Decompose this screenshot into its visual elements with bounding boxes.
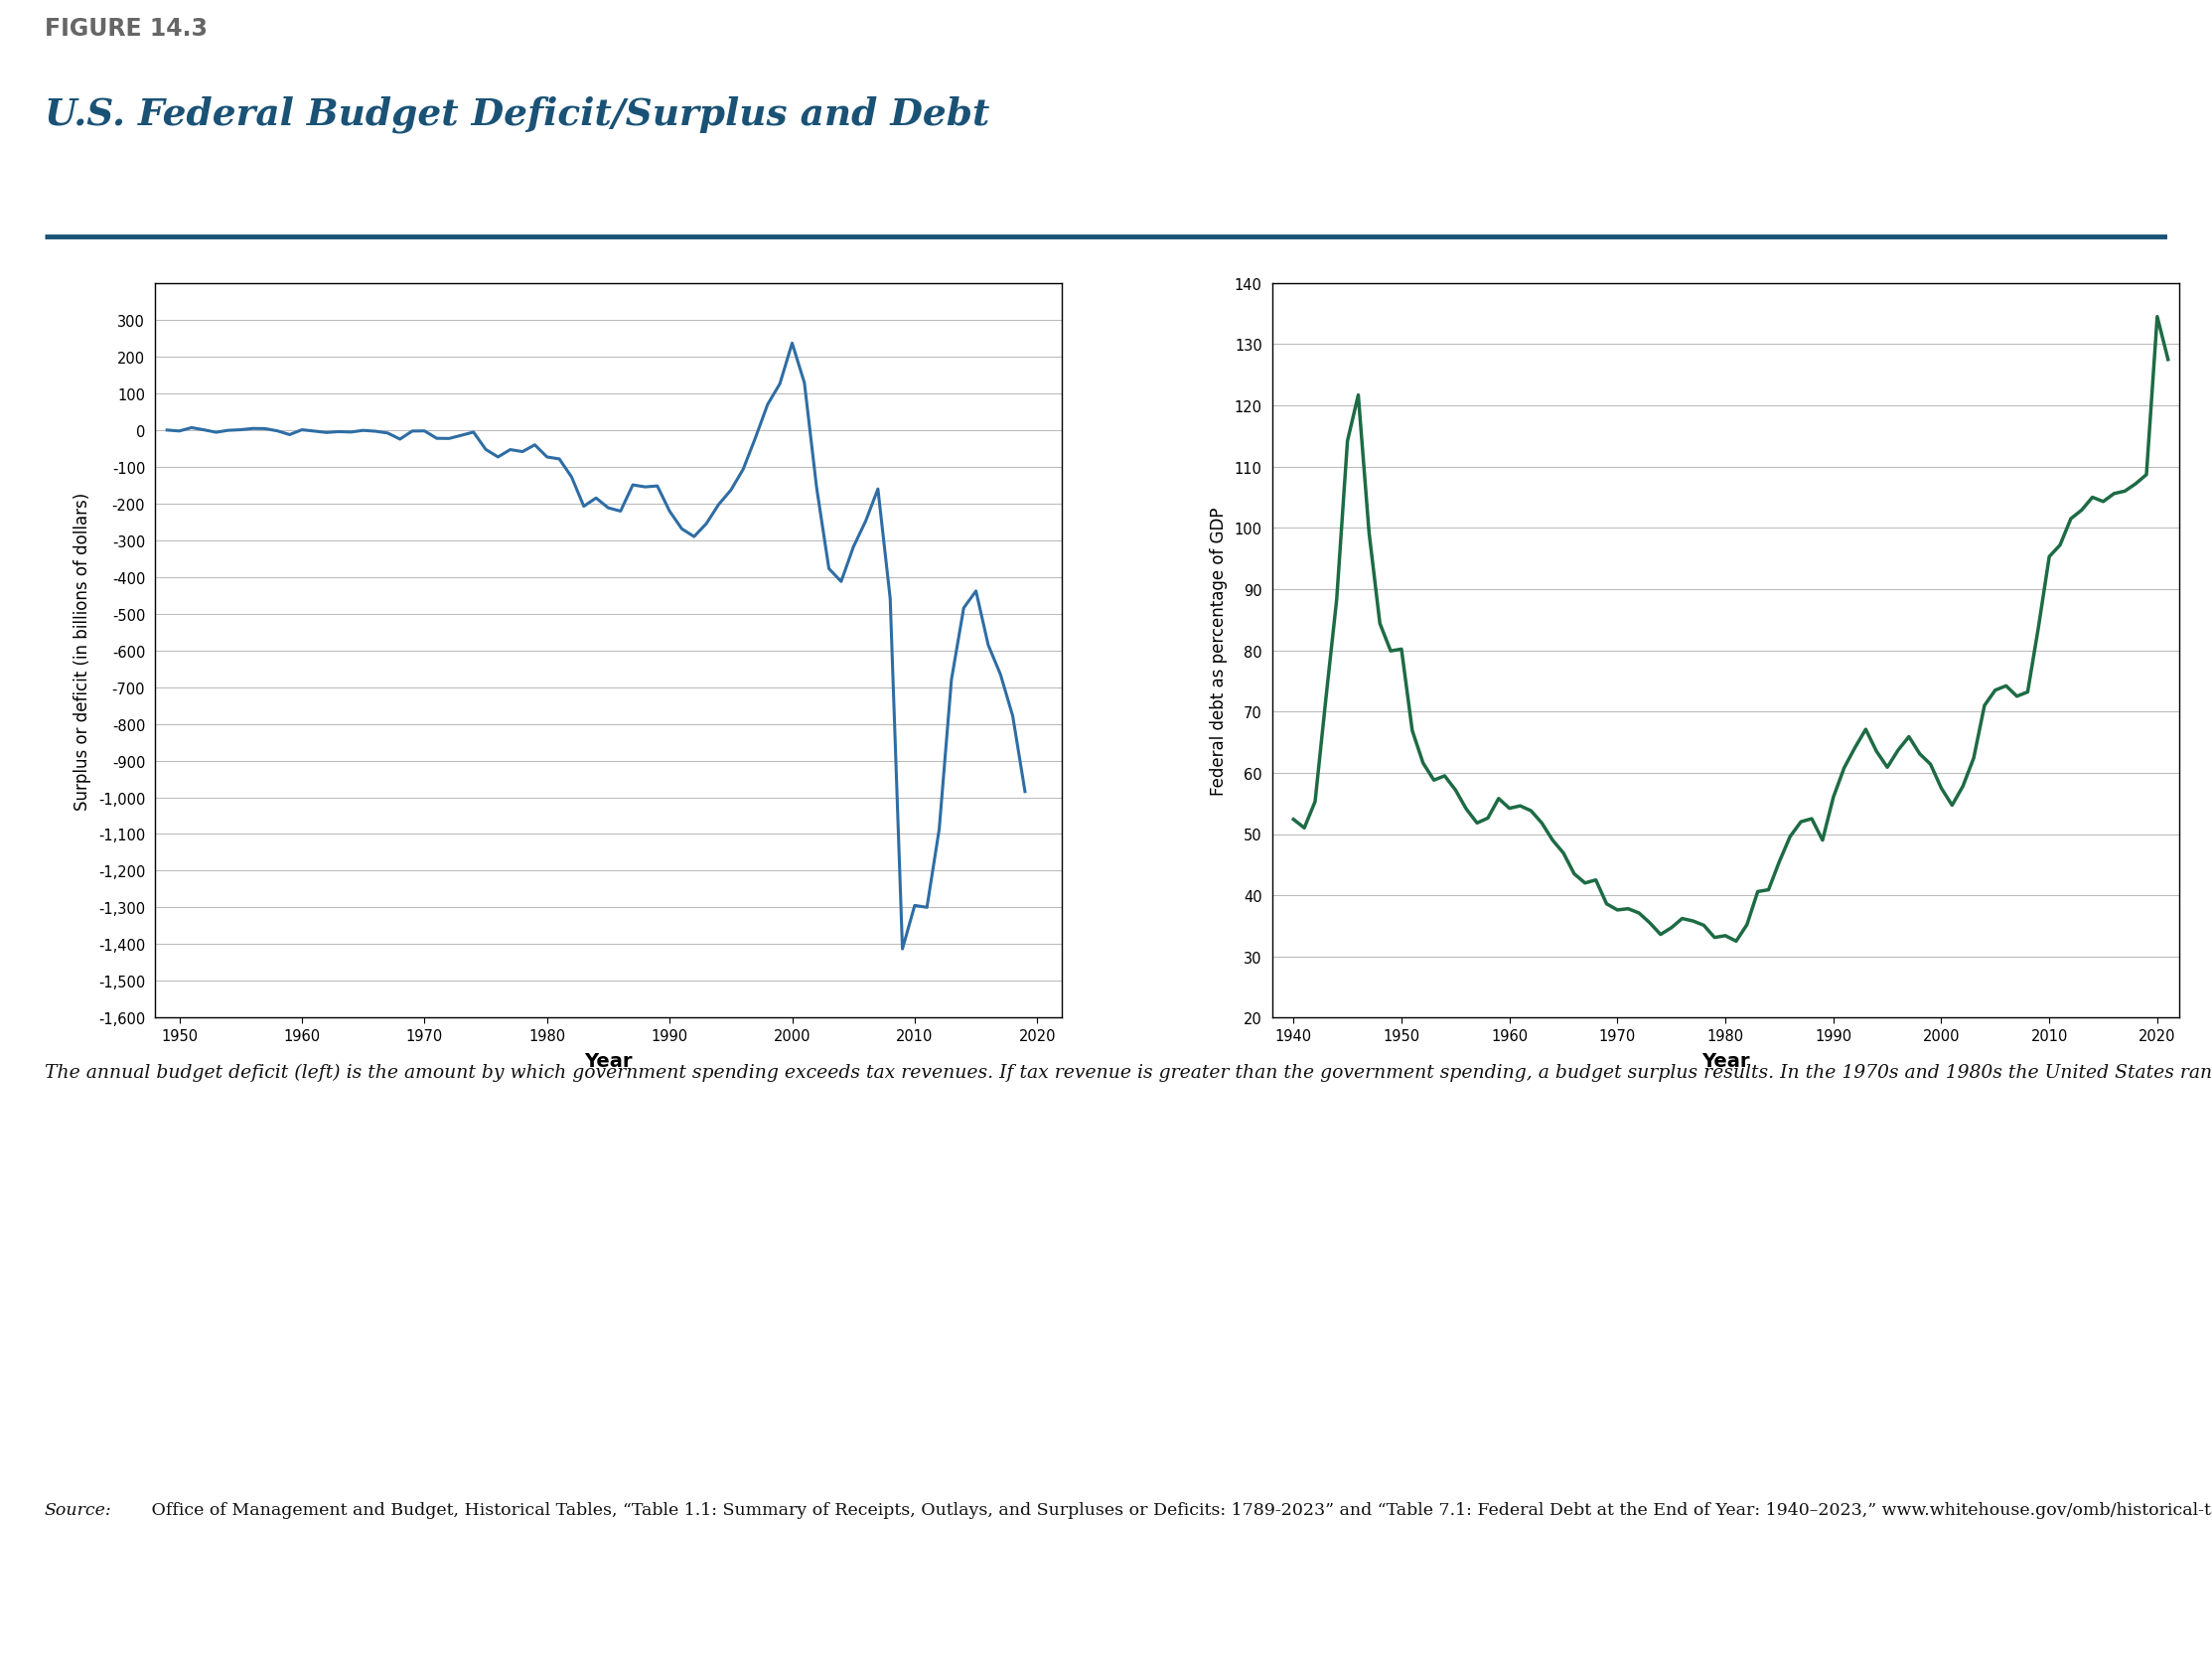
Text: U.S. Federal Budget Deficit/Surplus and Debt: U.S. Federal Budget Deficit/Surplus and … [44,95,989,134]
X-axis label: Year: Year [1701,1051,1750,1070]
Y-axis label: Surplus or deficit (in billions of dollars): Surplus or deficit (in billions of dolla… [73,492,91,809]
Y-axis label: Federal debt as percentage of GDP: Federal debt as percentage of GDP [1210,507,1228,794]
Text: Office of Management and Budget, Historical Tables, “Table 1.1: Summary of Recei: Office of Management and Budget, Histori… [146,1502,2212,1519]
Text: The annual budget deficit (left) is the amount by which government spending exce: The annual budget deficit (left) is the … [44,1063,2212,1082]
Text: FIGURE 14.3: FIGURE 14.3 [44,17,208,40]
X-axis label: Year: Year [584,1051,633,1070]
Text: Source:: Source: [44,1502,111,1519]
